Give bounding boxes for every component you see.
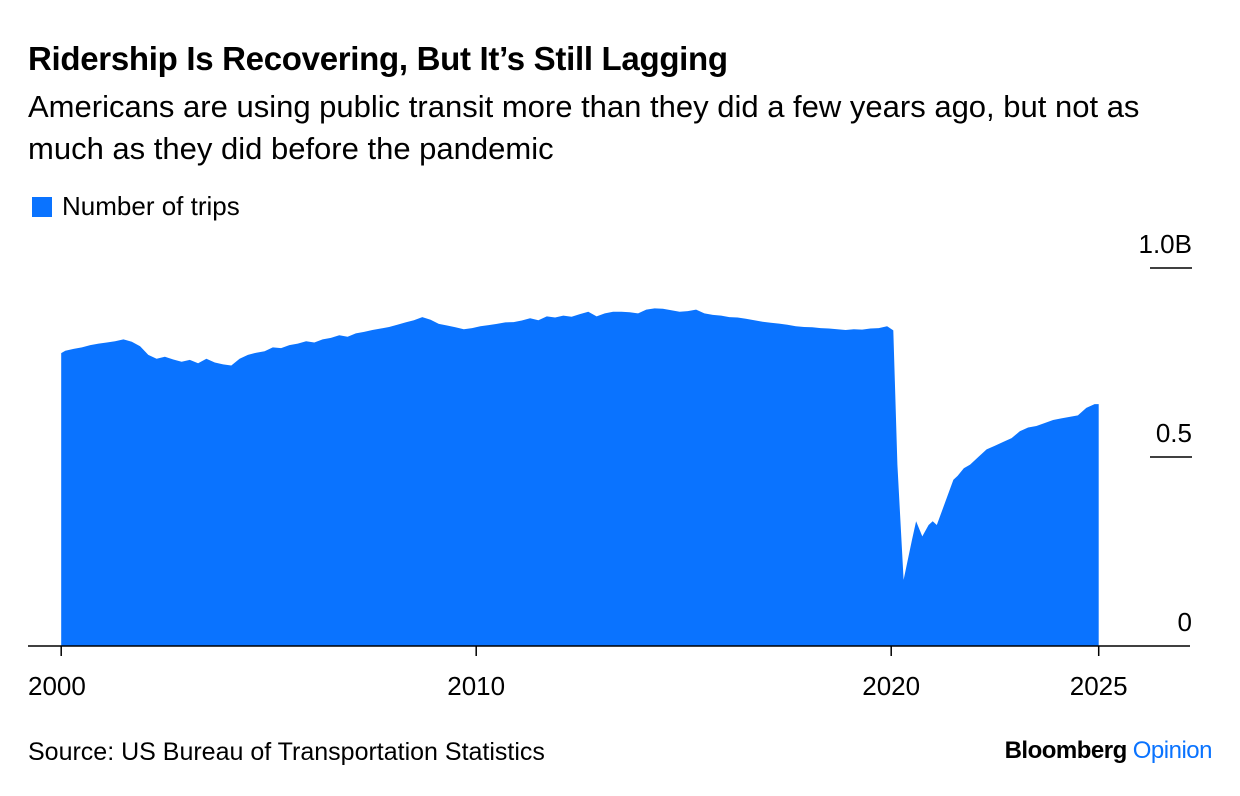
x-tick-label-2025: 2025 (1070, 671, 1128, 701)
y-tick-label-0: 0 (1178, 607, 1192, 637)
y-tick-label-1.0B: 1.0B (1139, 229, 1193, 259)
series-area-number-of-trips (61, 308, 1099, 646)
x-tick-label-2000: 2000 (28, 671, 86, 701)
brand-logo: Bloomberg Opinion (1004, 737, 1213, 765)
x-tick-label-2020: 2020 (862, 671, 920, 701)
legend: Number of trips (32, 191, 240, 222)
legend-swatch (32, 196, 52, 217)
chart-subtitle: Americans are using public transit more … (28, 89, 1140, 166)
chart-title: Ridership Is Recovering, But It’s Still … (28, 40, 728, 77)
source-note: Source: US Bureau of Transportation Stat… (28, 738, 545, 766)
brand-name: Bloomberg (1004, 737, 1128, 764)
y-tick-label-0.5: 0.5 (1156, 418, 1192, 448)
brand-suffix: Opinion (1132, 737, 1213, 764)
legend-label: Number of trips (62, 191, 240, 221)
x-tick-label-2010: 2010 (447, 671, 505, 701)
